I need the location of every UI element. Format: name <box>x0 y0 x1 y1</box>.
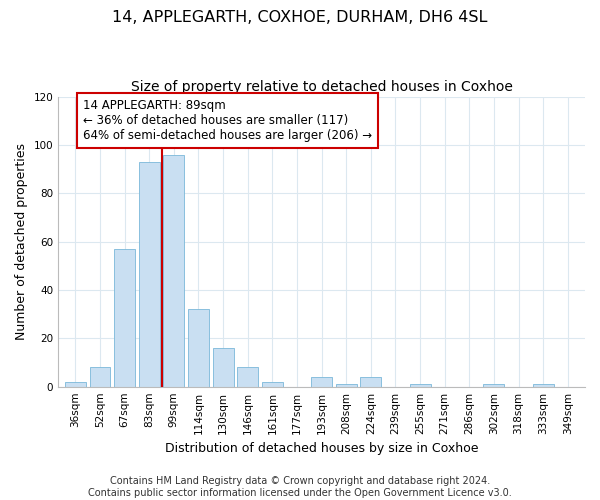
Bar <box>163 154 184 386</box>
Bar <box>89 368 110 386</box>
Bar <box>262 382 283 386</box>
Bar <box>237 368 258 386</box>
Bar <box>484 384 505 386</box>
Text: 14 APPLEGARTH: 89sqm
← 36% of detached houses are smaller (117)
64% of semi-deta: 14 APPLEGARTH: 89sqm ← 36% of detached h… <box>83 99 372 142</box>
Bar <box>311 377 332 386</box>
Bar <box>188 310 209 386</box>
Title: Size of property relative to detached houses in Coxhoe: Size of property relative to detached ho… <box>131 80 512 94</box>
Text: 14, APPLEGARTH, COXHOE, DURHAM, DH6 4SL: 14, APPLEGARTH, COXHOE, DURHAM, DH6 4SL <box>112 10 488 25</box>
Bar <box>361 377 381 386</box>
Bar <box>410 384 431 386</box>
Y-axis label: Number of detached properties: Number of detached properties <box>15 143 28 340</box>
Bar <box>139 162 160 386</box>
Bar <box>533 384 554 386</box>
Bar <box>336 384 356 386</box>
X-axis label: Distribution of detached houses by size in Coxhoe: Distribution of detached houses by size … <box>165 442 478 455</box>
Text: Contains HM Land Registry data © Crown copyright and database right 2024.
Contai: Contains HM Land Registry data © Crown c… <box>88 476 512 498</box>
Bar <box>212 348 233 387</box>
Bar <box>114 249 135 386</box>
Bar <box>65 382 86 386</box>
